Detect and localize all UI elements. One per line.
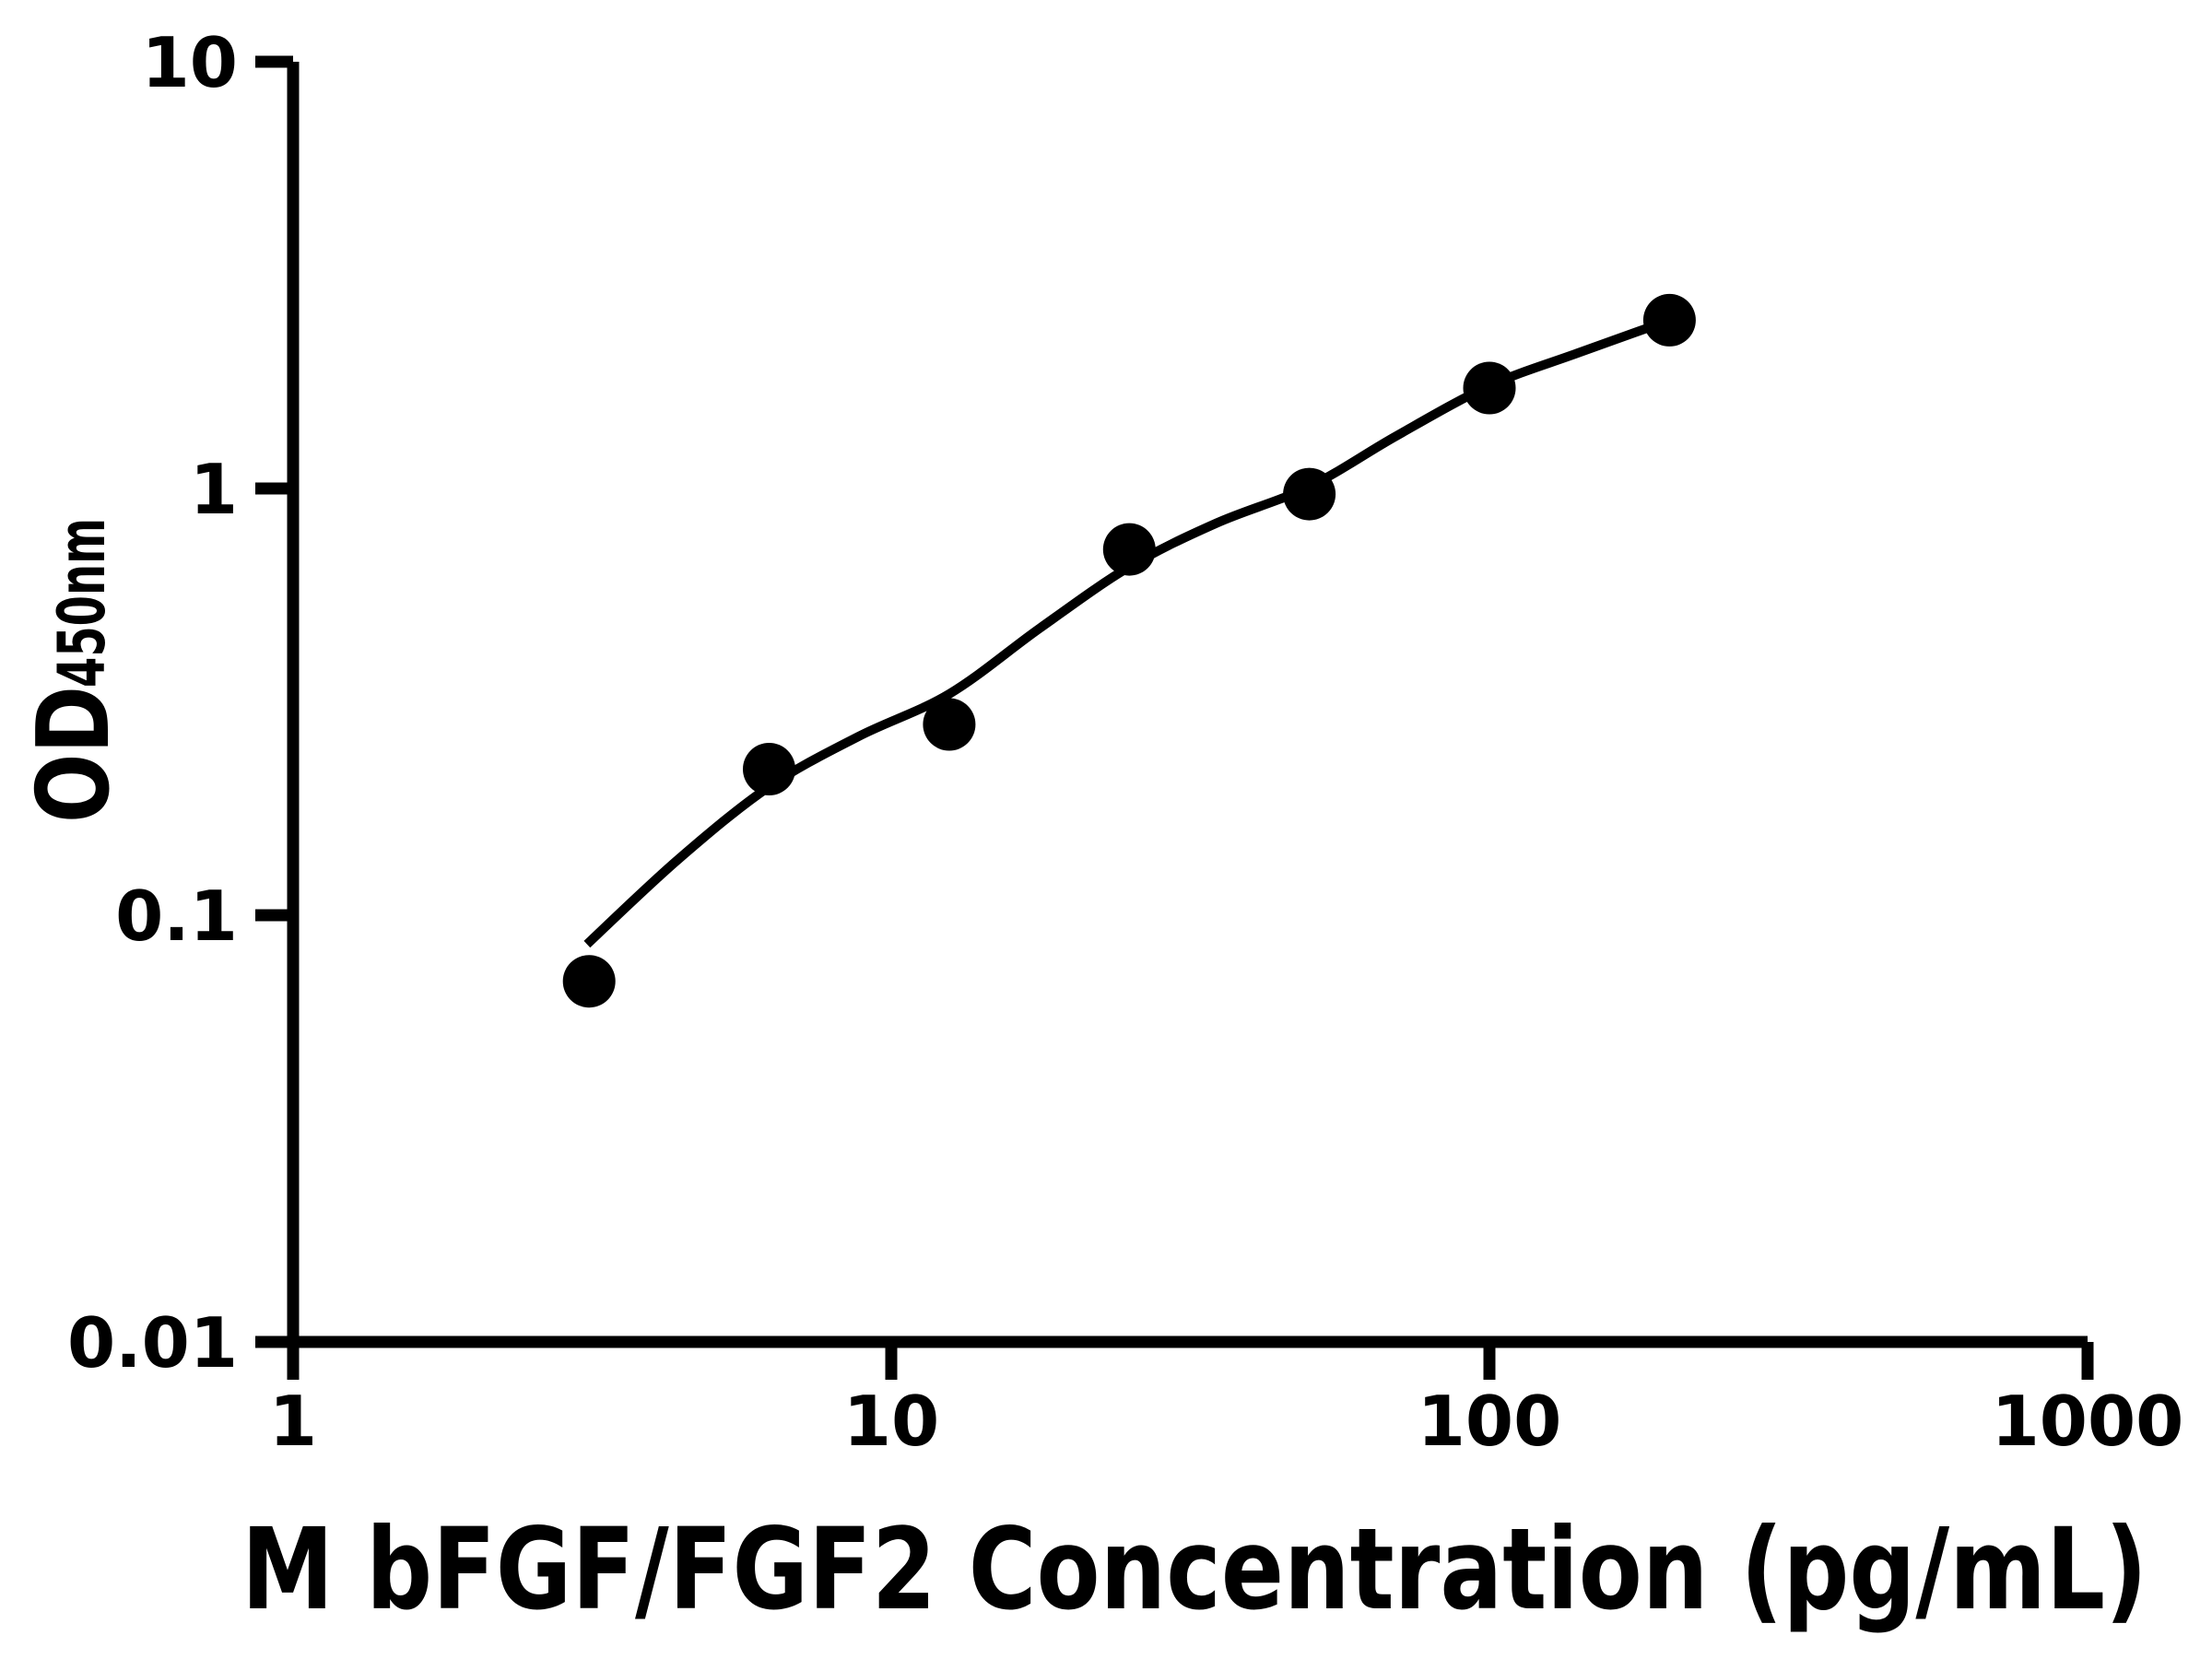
x-tick-label: 1 — [269, 1381, 317, 1462]
x-axis-title: M bFGF/FGF2 Concentration (pg/mL) — [241, 1504, 2147, 1635]
4pl-fit-curve — [583, 315, 1672, 948]
y-tick-label: 1 — [190, 449, 238, 530]
y-tick-label: 10 — [142, 22, 238, 103]
data-point — [1463, 361, 1516, 415]
data-point — [743, 743, 795, 795]
y-axis-title: OD — [17, 686, 132, 823]
data-point — [1102, 523, 1156, 576]
x-tick-label: 10 — [843, 1381, 939, 1462]
x-tick-label: 1000 — [1992, 1381, 2184, 1462]
y-tick-label: 0.1 — [115, 876, 238, 957]
data-point — [1283, 467, 1336, 521]
x-tick-label: 100 — [1418, 1381, 1562, 1462]
y-axis-title-subscript: 450nm — [44, 518, 120, 688]
plot-area: 10 1 0.1 0.01 1 10 100 1000 — [67, 22, 2183, 1462]
data-point — [923, 698, 976, 751]
y-tick-label: 0.01 — [67, 1302, 238, 1383]
data-point — [562, 955, 616, 1008]
data-point — [1642, 293, 1696, 347]
